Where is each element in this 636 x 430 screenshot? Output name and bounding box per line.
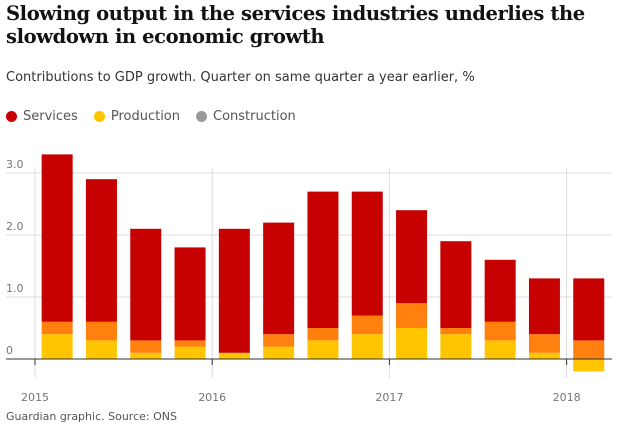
bar-production — [440, 334, 472, 359]
bar-production — [41, 334, 73, 359]
chart-subtitle: Contributions to GDP growth. Quarter on … — [6, 70, 475, 85]
bar-construction — [307, 328, 339, 341]
bar-construction — [174, 340, 206, 347]
bar-production — [573, 359, 605, 372]
legend-item-production: Production — [93, 109, 180, 124]
y-tick-label: 2.0 — [6, 220, 24, 233]
bar-construction — [528, 334, 560, 353]
bar-production — [130, 352, 162, 359]
bar-construction — [573, 340, 605, 359]
bar-construction — [440, 328, 472, 335]
x-tick-label: 2015 — [21, 391, 49, 402]
bar-services — [573, 278, 605, 341]
legend: Services Production Construction — [6, 109, 296, 124]
bar-construction — [484, 321, 516, 341]
legend-label-construction: Construction — [213, 109, 296, 124]
bar-production — [351, 334, 383, 359]
bar-construction — [396, 303, 428, 328]
bar-production — [218, 352, 250, 359]
y-tick-label: 1.0 — [6, 282, 24, 295]
bar-services — [174, 247, 206, 341]
bar-production — [528, 352, 560, 359]
axes: 0 1.0 2.0 3.0 2015 2016 2017 2018 — [6, 158, 612, 402]
bar-chart: 0 1.0 2.0 3.0 2015 2016 2017 2018 — [6, 154, 612, 402]
bar-production — [174, 346, 206, 359]
bar-construction — [263, 334, 295, 347]
x-tick-label: 2017 — [375, 391, 403, 402]
bar-services — [130, 228, 162, 341]
bars — [41, 154, 605, 372]
bar-construction — [130, 340, 162, 353]
bar-construction — [85, 321, 117, 341]
legend-label-production: Production — [110, 109, 180, 124]
bar-services — [41, 154, 73, 322]
bar-services — [307, 191, 339, 328]
bar-services — [528, 278, 560, 335]
bar-services — [396, 210, 428, 304]
bar-production — [263, 346, 295, 359]
bar-services — [484, 259, 516, 322]
bar-services — [85, 179, 117, 322]
bar-services — [440, 241, 472, 328]
bar-production — [307, 340, 339, 359]
bar-production — [484, 340, 516, 359]
chart-source: Guardian graphic. Source: ONS — [6, 410, 177, 423]
x-tick-label: 2016 — [198, 391, 226, 402]
legend-item-construction: Construction — [196, 109, 296, 124]
bar-production — [396, 328, 428, 359]
services-swatch-icon — [6, 111, 17, 122]
x-tick-label: 2018 — [553, 391, 581, 402]
bar-construction — [351, 315, 383, 335]
production-swatch-icon — [93, 111, 105, 122]
bar-services — [218, 228, 250, 353]
y-tick-label: 3.0 — [6, 158, 24, 171]
legend-item-services: Services — [6, 109, 78, 124]
bar-production — [85, 340, 117, 359]
bar-construction — [41, 321, 73, 335]
legend-label-services: Services — [23, 109, 78, 124]
construction-swatch-icon — [196, 111, 207, 122]
bar-services — [263, 222, 295, 335]
chart-title: Slowing output in the services industrie… — [6, 2, 585, 48]
y-tick-label: 0 — [6, 344, 13, 357]
bar-services — [351, 191, 383, 316]
